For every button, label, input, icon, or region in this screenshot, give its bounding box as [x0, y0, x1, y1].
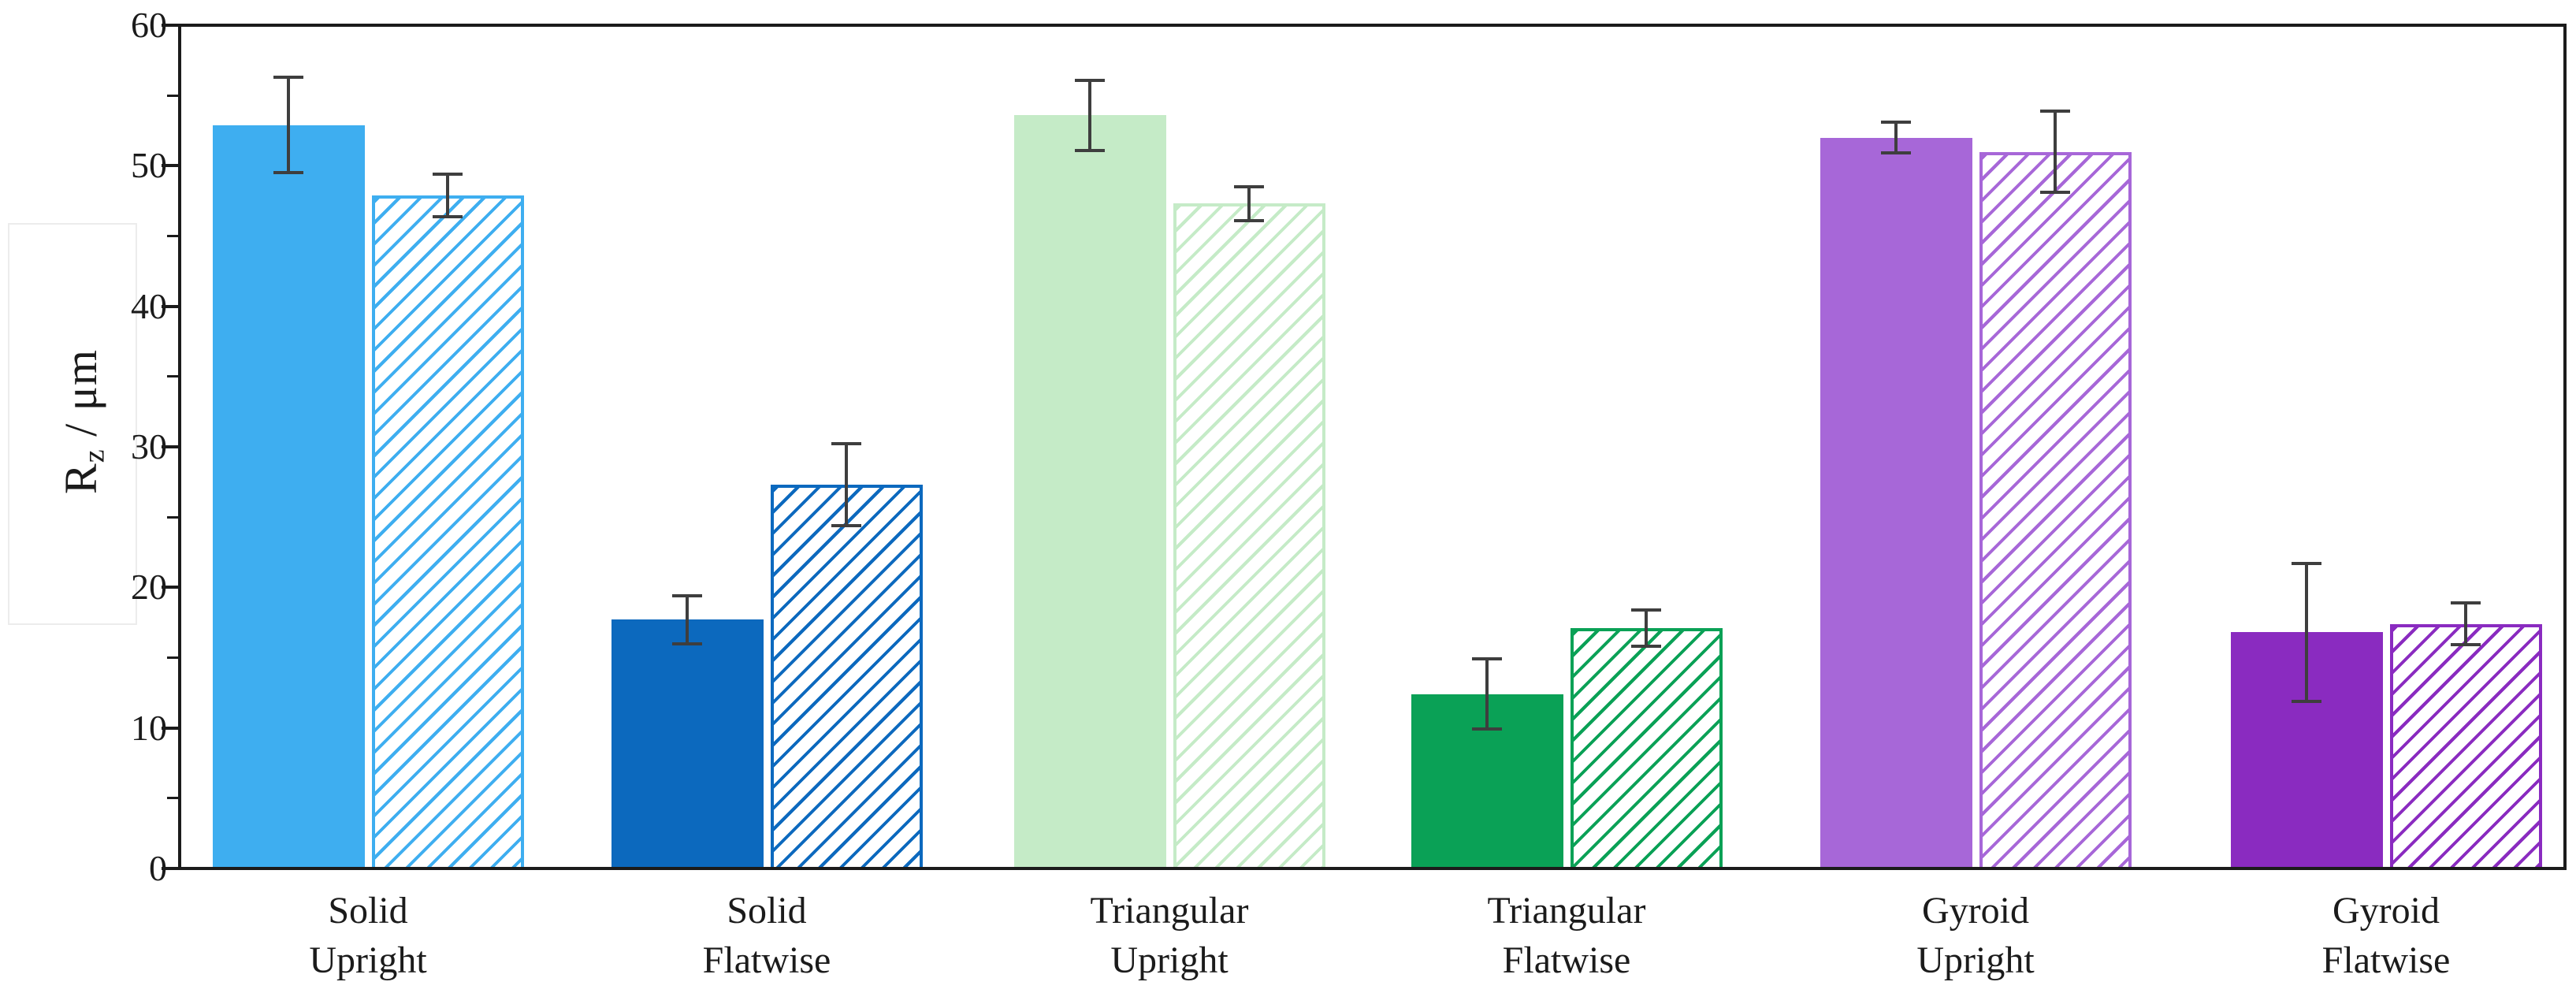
x-axis-label-triangular-upright-line1: Triangular — [1090, 890, 1249, 932]
error-bar-solid-flatwise-plain-cap-bottom — [672, 642, 702, 645]
error-bar-gyroid-flatwise-hatched-cap-bottom — [2451, 643, 2481, 647]
bar-gyroid-upright-plain — [1820, 137, 1972, 870]
error-bar-triangular-flatwise-plain-cap-bottom — [1472, 727, 1502, 731]
y-tick-label-10: 10 — [131, 707, 167, 748]
x-axis-label-gyroid-upright-line2: Upright — [1916, 939, 2035, 981]
x-axis-label-solid-flatwise-line2: Flatwise — [702, 939, 831, 981]
error-bar-solid-flatwise-plain-cap-top — [672, 594, 702, 598]
bar-triangular-upright-plain — [1013, 115, 1166, 870]
bar-solid-flatwise-plain — [611, 619, 764, 870]
bar-gyroid-upright-hatched — [1979, 151, 2132, 870]
x-axis-label-gyroid-flatwise-line2: Flatwise — [2321, 939, 2451, 981]
y-tick-label-0: 0 — [149, 848, 167, 888]
legend-box — [8, 223, 137, 625]
error-bar-triangular-upright-hatched-cap-bottom — [1234, 218, 1264, 222]
y-tick-10 — [162, 726, 179, 730]
y-tick-label-30: 30 — [131, 426, 167, 467]
x-axis-label-triangular-flatwise-line1: Triangular — [1487, 890, 1646, 932]
error-bar-gyroid-upright-plain-line — [1894, 122, 1898, 154]
error-bar-triangular-flatwise-hatched-cap-bottom — [1631, 645, 1661, 649]
y-tick-label-50: 50 — [131, 145, 167, 186]
error-bar-gyroid-upright-hatched-cap-bottom — [2040, 191, 2070, 195]
error-bar-triangular-flatwise-plain-cap-top — [1472, 657, 1502, 661]
y-tick-label-40: 40 — [131, 285, 167, 326]
x-axis-label-triangular-flatwise: Triangular Flatwise — [1370, 886, 1764, 985]
y-tick-minor-25 — [167, 515, 179, 519]
error-bar-solid-upright-hatched-cap-top — [433, 173, 463, 177]
error-bar-triangular-flatwise-hatched-cap-top — [1631, 608, 1661, 612]
x-axis-label-gyroid-flatwise-line1: Gyroid — [2333, 890, 2440, 932]
x-axis-label-solid-upright-line2: Upright — [309, 939, 427, 981]
y-tick-label-60: 60 — [131, 5, 167, 45]
x-axis-label-solid-flatwise-line1: Solid — [727, 890, 807, 932]
y-tick-50 — [162, 164, 179, 168]
error-bar-solid-flatwise-hatched-line — [845, 444, 848, 526]
error-bar-solid-upright-plain-cap-top — [273, 75, 303, 79]
y-tick-20 — [162, 586, 179, 589]
error-bar-solid-upright-hatched-line — [446, 174, 449, 217]
error-bar-gyroid-flatwise-hatched-cap-top — [2451, 601, 2481, 604]
error-bar-triangular-upright-plain-line — [1088, 80, 1091, 151]
bar-gyroid-flatwise-hatched — [2389, 623, 2542, 870]
error-bar-gyroid-upright-hatched-line — [2054, 110, 2057, 193]
y-tick-60 — [162, 24, 179, 27]
error-bar-gyroid-flatwise-plain-line — [2305, 563, 2308, 701]
x-axis-label-solid-upright: Solid Upright — [171, 886, 565, 985]
y-tick-minor-55 — [167, 94, 179, 97]
x-axis-label-solid-flatwise: Solid Flatwise — [570, 886, 964, 985]
x-axis-label-triangular-upright: Triangular Upright — [972, 886, 1366, 985]
y-tick-minor-45 — [167, 235, 179, 237]
error-bar-triangular-upright-hatched-line — [1247, 187, 1251, 221]
error-bar-gyroid-flatwise-hatched-line — [2464, 602, 2467, 645]
x-axis-label-gyroid-flatwise: Gyroid Flatwise — [2189, 886, 2576, 985]
error-bar-triangular-upright-plain-cap-bottom — [1075, 148, 1105, 152]
y-tick-0 — [162, 867, 179, 870]
x-axis-label-solid-upright-line1: Solid — [328, 890, 408, 932]
error-bar-gyroid-flatwise-plain-cap-bottom — [2292, 699, 2321, 703]
error-bar-solid-flatwise-plain-line — [686, 596, 689, 644]
error-bar-gyroid-flatwise-plain-cap-top — [2292, 562, 2321, 566]
x-axis-label-gyroid-upright-line1: Gyroid — [1922, 890, 2029, 932]
x-axis-label-gyroid-upright: Gyroid Upright — [1779, 886, 2173, 985]
error-bar-triangular-flatwise-hatched-line — [1645, 609, 1648, 647]
y-tick-40 — [162, 304, 179, 308]
error-bar-solid-upright-plain-cap-bottom — [273, 171, 303, 175]
error-bar-solid-upright-hatched-cap-bottom — [433, 214, 463, 218]
y-tick-30 — [162, 445, 179, 448]
error-bar-gyroid-upright-hatched-cap-top — [2040, 109, 2070, 113]
bar-solid-upright-plain — [212, 125, 365, 870]
y-tick-minor-35 — [167, 375, 179, 378]
error-bar-triangular-flatwise-plain-line — [1485, 659, 1489, 730]
x-axis-label-triangular-flatwise-line2: Flatwise — [1502, 939, 1631, 981]
x-axis-label-triangular-upright-line2: Upright — [1110, 939, 1229, 981]
error-bar-triangular-upright-hatched-cap-top — [1234, 185, 1264, 189]
y-tick-minor-5 — [167, 797, 179, 800]
error-bar-solid-upright-plain-line — [287, 76, 290, 173]
y-tick-minor-15 — [167, 656, 179, 659]
error-bar-gyroid-upright-plain-cap-bottom — [1881, 151, 1911, 155]
bar-triangular-flatwise-hatched — [1570, 628, 1723, 870]
y-tick-label-20: 20 — [131, 567, 167, 608]
bar-solid-flatwise-hatched — [770, 485, 923, 870]
bar-triangular-upright-hatched — [1173, 203, 1325, 870]
error-bar-solid-flatwise-hatched-cap-bottom — [831, 523, 861, 527]
error-bar-gyroid-upright-plain-cap-top — [1881, 121, 1911, 125]
error-bar-solid-flatwise-hatched-cap-top — [831, 442, 861, 446]
error-bar-triangular-upright-plain-cap-top — [1075, 78, 1105, 82]
